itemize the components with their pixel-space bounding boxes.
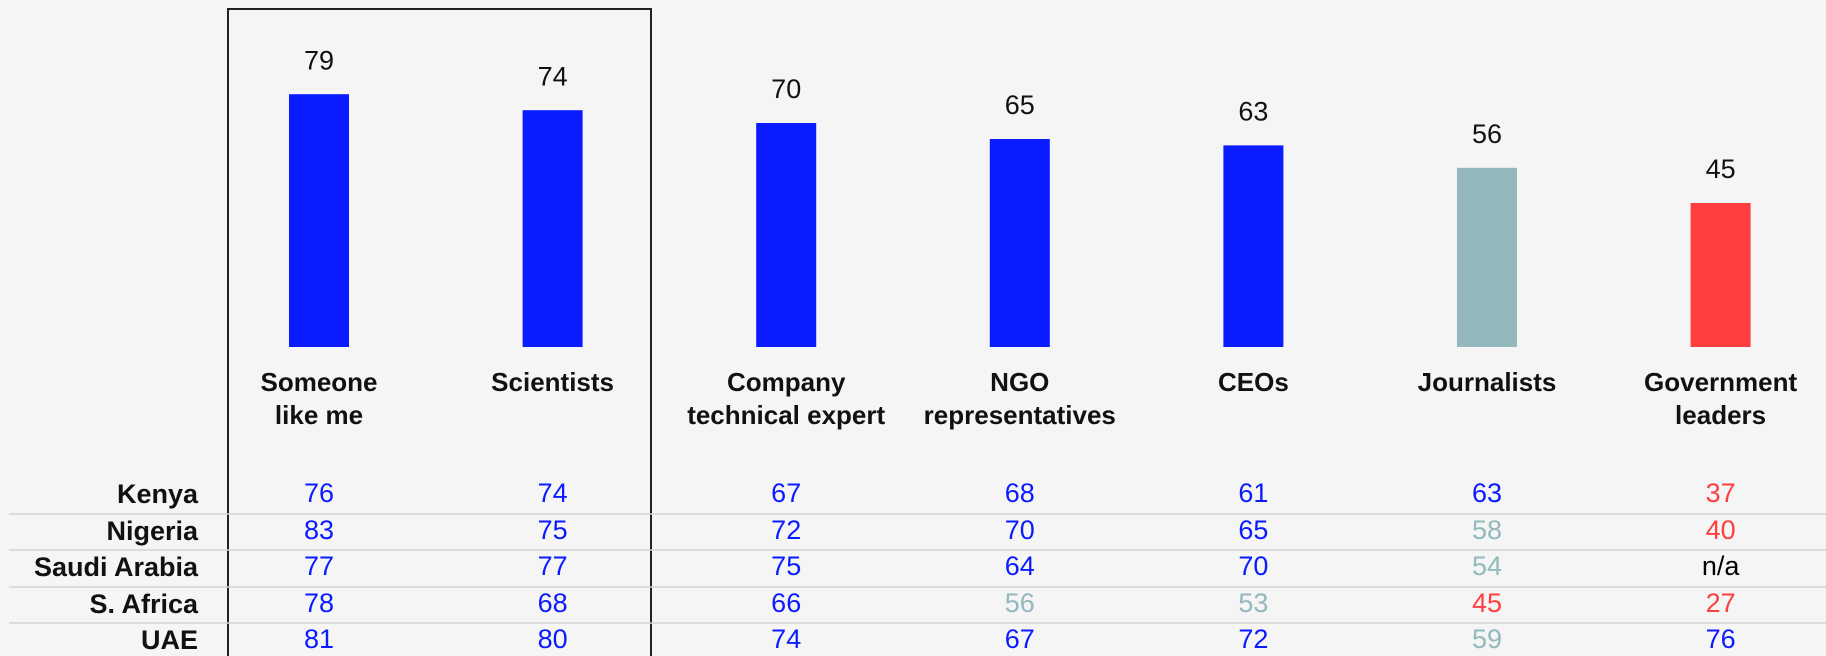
table-cell: 64 (1005, 551, 1035, 581)
table-cell: 59 (1472, 624, 1502, 654)
table-cell: 66 (771, 588, 801, 618)
value-label: 65 (1005, 90, 1035, 120)
row-label: S. Africa (89, 589, 199, 619)
category-label: Someone like me (260, 367, 378, 430)
table-cell: 65 (1238, 515, 1268, 545)
table-cell: 63 (1472, 478, 1502, 508)
table-cell: 77 (304, 551, 334, 581)
category-label: CEOs (1217, 367, 1289, 397)
table-cell: 72 (771, 515, 801, 545)
table-cell: 68 (1005, 478, 1035, 508)
category-label: Journalists (1417, 367, 1557, 397)
highlight-box (227, 8, 652, 656)
table-cell: 77 (538, 551, 568, 581)
value-label: 70 (771, 74, 801, 104)
value-label: 74 (538, 61, 568, 91)
table-cell: 78 (304, 588, 334, 618)
table-cell: 80 (538, 624, 568, 654)
table-cell: 61 (1238, 478, 1268, 508)
row-label: UAE (141, 625, 198, 655)
value-label: 45 (1706, 154, 1736, 184)
category-label: Company technical expert (687, 367, 886, 430)
table-cell: 81 (304, 624, 334, 654)
value-label: 79 (304, 45, 334, 75)
bar (1223, 145, 1284, 347)
table-cell: 67 (771, 478, 801, 508)
row-label: Nigeria (106, 516, 199, 546)
table-cell: 76 (304, 478, 334, 508)
table-cell: 70 (1238, 551, 1268, 581)
table-cell: 54 (1472, 551, 1502, 581)
table-cell: 74 (538, 478, 568, 508)
table-cell: 53 (1238, 588, 1268, 618)
category-label: NGO representatives (923, 367, 1116, 430)
table-cell: 74 (771, 624, 801, 654)
table-cell: 45 (1472, 588, 1502, 618)
table-cell: 58 (1472, 515, 1502, 545)
table-cell: 75 (538, 515, 568, 545)
bar (1457, 167, 1517, 347)
table-cell: 76 (1706, 624, 1736, 654)
bar (522, 110, 583, 347)
value-label: 63 (1238, 97, 1268, 127)
row-label: Kenya (117, 479, 199, 509)
table-cell: 75 (771, 551, 801, 581)
bar (989, 139, 1050, 347)
category-label: Scientists (491, 367, 614, 397)
table-cell: 27 (1706, 588, 1736, 618)
table-cell: 83 (304, 515, 334, 545)
row-label: Saudi Arabia (34, 552, 199, 582)
bar (289, 94, 349, 347)
bar (1690, 203, 1751, 347)
bar (756, 123, 817, 347)
table-cell: 67 (1005, 624, 1035, 654)
category-label: Government leaders (1644, 367, 1798, 430)
table-cell: 72 (1238, 624, 1268, 654)
value-label: 56 (1472, 119, 1502, 149)
table-cell: 70 (1005, 515, 1035, 545)
table-cell: 40 (1706, 515, 1736, 545)
table-cell: 68 (538, 588, 568, 618)
table-cell: n/a (1702, 551, 1741, 581)
table-cell: 56 (1005, 588, 1035, 618)
table-cell: 37 (1706, 478, 1736, 508)
